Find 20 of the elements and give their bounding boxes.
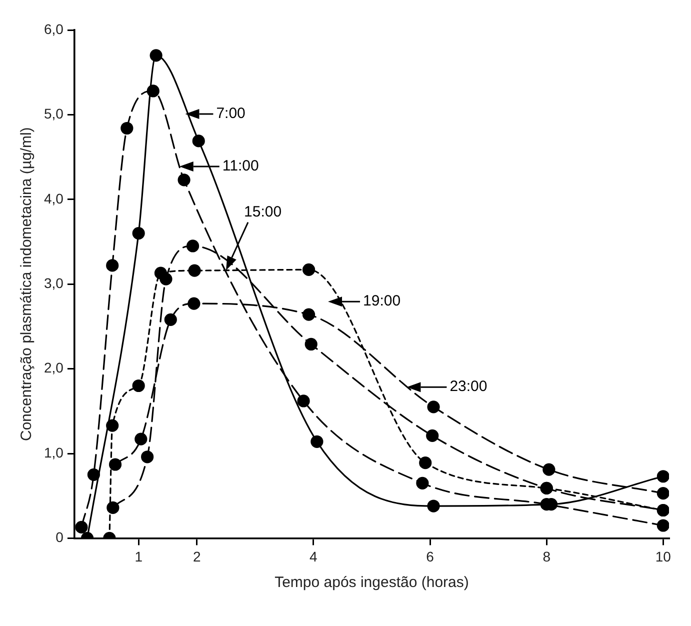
x-tick-label: 2: [192, 548, 201, 564]
x-tick-label: 10: [655, 548, 672, 564]
y-tick-label: 0: [56, 529, 64, 546]
y-tick-label: 1,0: [44, 444, 64, 460]
annotation: 23:00: [450, 378, 488, 396]
x-tick-label: 6: [426, 548, 434, 564]
y-tick-label: 6,0: [44, 20, 64, 37]
x-tick-label: 4: [310, 548, 318, 564]
x-axis-title: Tempo após ingestão (horas): [274, 574, 469, 592]
y-tick-label: 4,0: [44, 190, 64, 206]
y-tick-label: 3,0: [44, 274, 64, 291]
y-tick-label: 2,0: [44, 360, 64, 376]
y-axis-title: Concentração plasmática indometacina (µg/ml): [18, 127, 36, 441]
annotation: 15:00: [244, 203, 282, 220]
annotation: 19:00: [363, 292, 401, 310]
x-tick-label: 8: [542, 548, 551, 564]
annotation: 11:00: [222, 158, 259, 175]
annotation: 7:00: [216, 105, 246, 122]
x-tick-label: 1: [134, 548, 143, 564]
y-tick-label: 5,0: [44, 106, 64, 122]
